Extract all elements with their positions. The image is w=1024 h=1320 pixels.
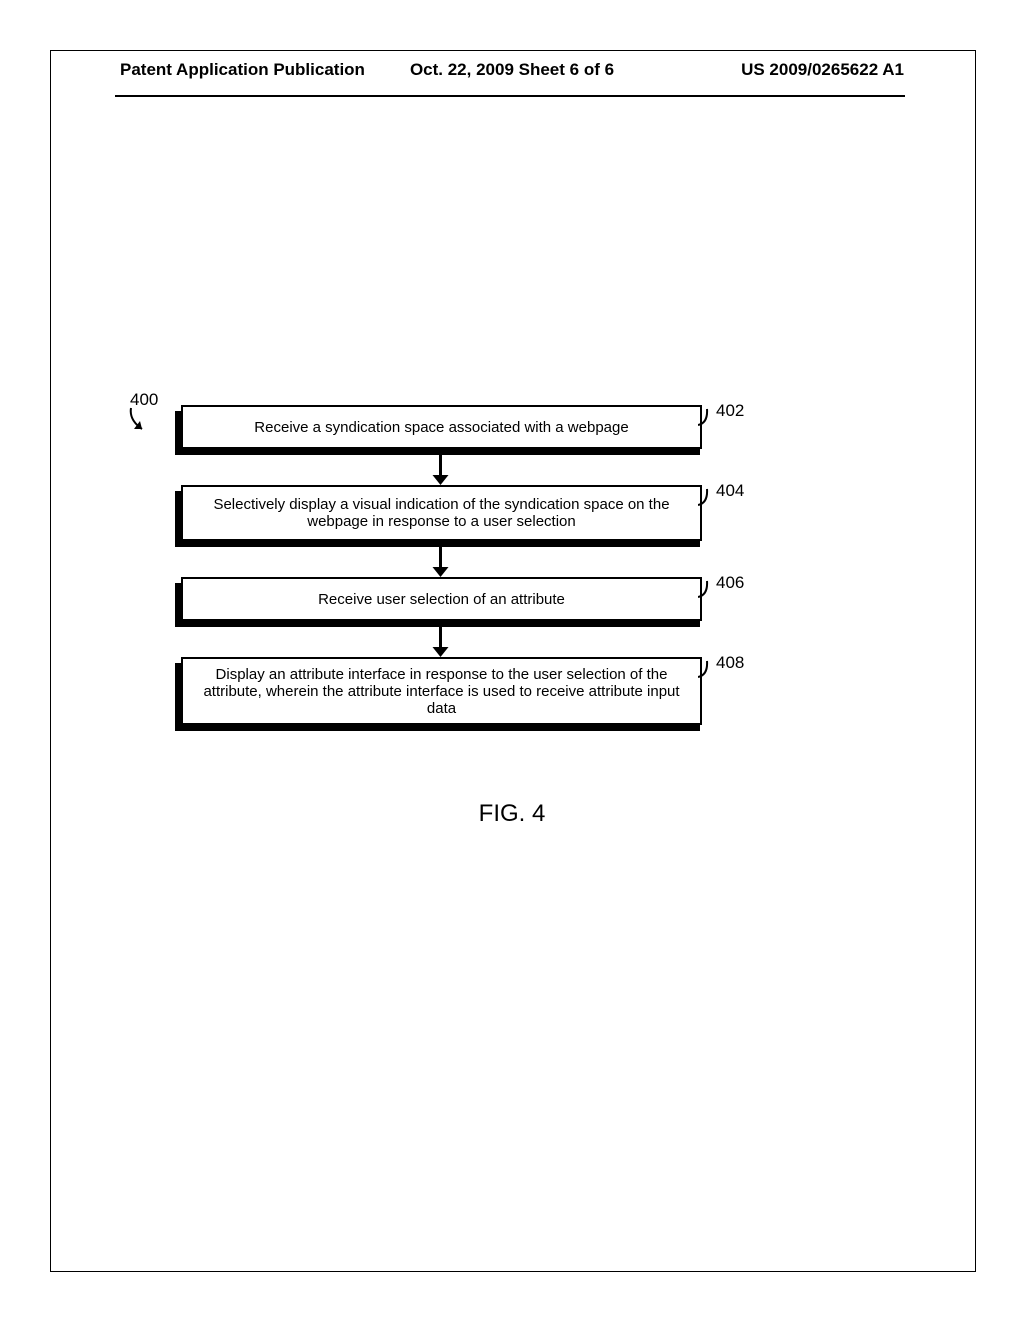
flow-step-408: Display an attribute interface in respon… — [175, 657, 696, 725]
arrow-down-icon — [175, 547, 706, 577]
arrow-svg — [175, 547, 706, 577]
ref-label: 404 — [716, 481, 744, 500]
start-ref: 400 — [130, 390, 158, 410]
flow-step-404: Selectively display a visual indication … — [175, 485, 696, 541]
header-right: US 2009/0265622 A1 — [643, 60, 974, 80]
figure-caption: FIG. 4 — [0, 800, 1024, 828]
lead-line-icon — [698, 655, 720, 681]
page-header: Patent Application Publication Oct. 22, … — [50, 60, 974, 80]
ref-group-406: 406 — [716, 573, 744, 593]
flow-box: Display an attribute interface in respon… — [181, 657, 702, 725]
arrow-svg — [175, 455, 706, 485]
ref-label: 402 — [716, 401, 744, 420]
flow-box: Selectively display a visual indication … — [181, 485, 702, 541]
ref-group-408: 408 — [716, 653, 744, 673]
ref-group-404: 404 — [716, 481, 744, 501]
header-mid: Oct. 22, 2009 Sheet 6 of 6 — [381, 60, 642, 80]
ref-label: 408 — [716, 653, 744, 672]
lead-line-icon — [128, 406, 163, 438]
arrow-svg — [175, 627, 706, 657]
lead-line-icon — [698, 483, 720, 509]
flow-box: Receive a syndication space associated w… — [181, 405, 702, 449]
header-rule — [115, 95, 905, 97]
flow-box: Receive user selection of an attribute — [181, 577, 702, 621]
arrow-down-icon — [175, 455, 706, 485]
flow-step-406: Receive user selection of an attribute40… — [175, 577, 696, 621]
arrow-down-icon — [175, 627, 706, 657]
lead-line-icon — [698, 403, 720, 429]
ref-label: 406 — [716, 573, 744, 592]
flow-step-402: Receive a syndication space associated w… — [175, 405, 696, 449]
ref-group-402: 402 — [716, 401, 744, 421]
header-left: Patent Application Publication — [50, 60, 381, 80]
lead-line-icon — [698, 575, 720, 601]
